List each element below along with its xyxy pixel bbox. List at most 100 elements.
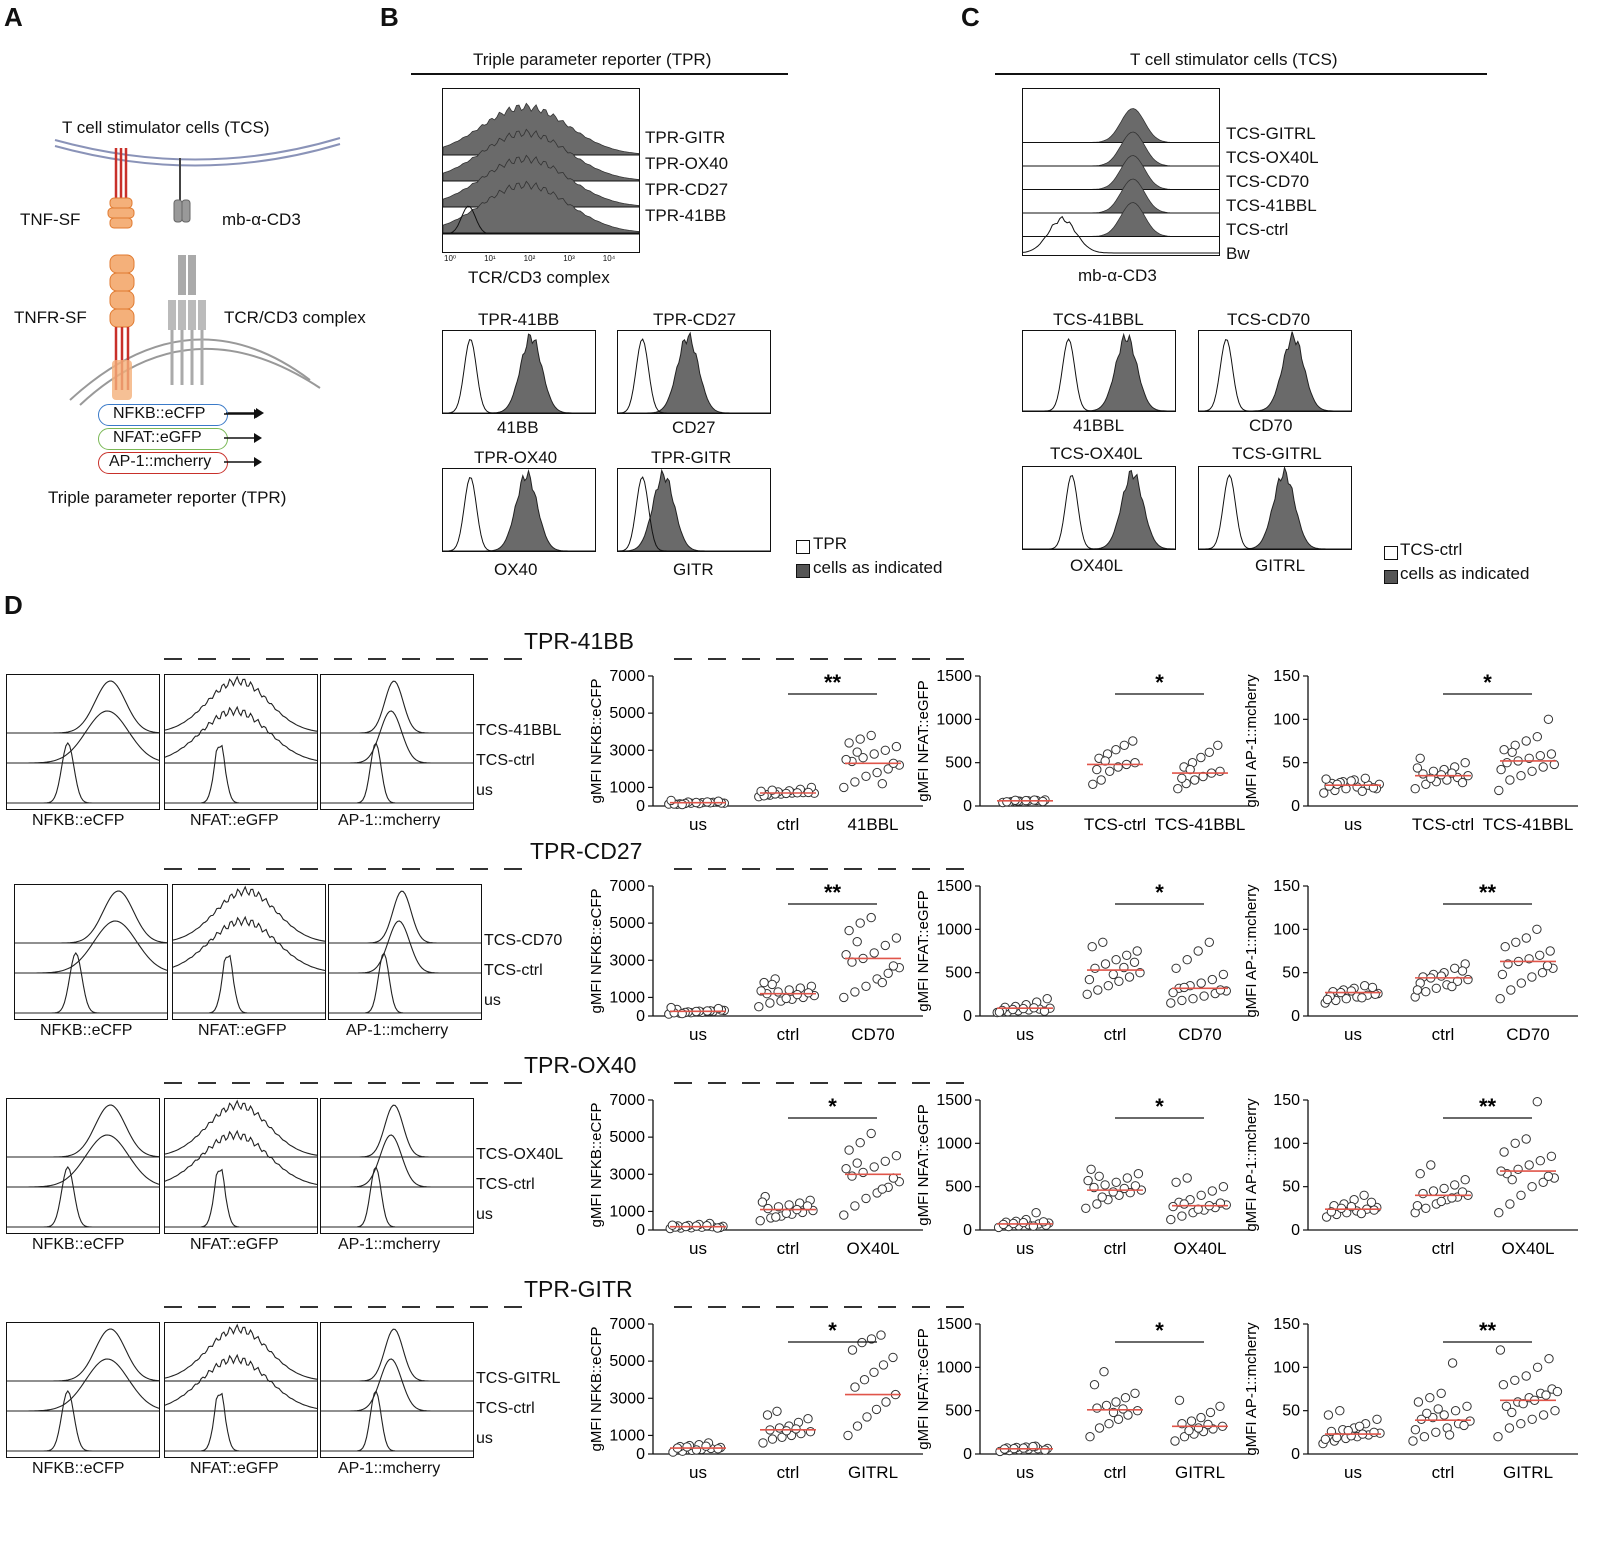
stack-c-filled-0 <box>1023 108 1219 143</box>
legend-c-item-0: TCS-ctrl <box>1400 540 1463 559</box>
data-point <box>701 1441 711 1451</box>
y-axis-label: gMFI AP-1::mcherry <box>1243 1098 1260 1232</box>
data-point <box>869 1162 879 1172</box>
data-point <box>1457 777 1468 788</box>
panel-c-stack-svg <box>1023 108 1219 254</box>
data-point <box>1436 971 1447 981</box>
data-point <box>1412 1201 1423 1211</box>
data-point <box>1179 1199 1189 1209</box>
data-point <box>877 977 887 988</box>
hist-c-3 <box>1198 466 1352 550</box>
data-point <box>1463 974 1473 985</box>
data-point <box>1532 924 1542 934</box>
y-tick-label-1: 500 <box>945 755 972 772</box>
panel-letter-a: A <box>4 2 23 32</box>
mb-cd3-label: mb-α-CD3 <box>222 210 301 229</box>
data-point <box>1532 1362 1543 1372</box>
trace-1 <box>7 710 159 764</box>
data-point <box>861 771 871 782</box>
significance-stars: * <box>1155 1094 1164 1119</box>
data-point <box>1177 995 1187 1006</box>
data-point <box>1087 942 1097 952</box>
data-point <box>1130 758 1140 768</box>
hist-c-1-svg <box>1199 331 1351 411</box>
data-point <box>891 741 902 752</box>
data-point <box>1412 985 1423 995</box>
data-point <box>852 1158 862 1168</box>
data-point <box>1552 1386 1563 1397</box>
data-point <box>847 1171 857 1181</box>
row-3-reporter-hist-svg-1 <box>165 1323 317 1452</box>
data-point <box>1542 961 1553 971</box>
y-tick-label-2: 1000 <box>936 1135 972 1152</box>
data-point <box>1524 1160 1534 1170</box>
data-point <box>1450 963 1460 974</box>
category-label-0: us <box>1344 815 1362 834</box>
y-tick-label-3: 150 <box>1273 1316 1300 1333</box>
data-point <box>1130 1388 1140 1399</box>
legend-b-open-swatch <box>796 540 810 554</box>
data-point <box>1410 1425 1421 1435</box>
y-tick-label-0: 0 <box>636 1008 645 1025</box>
test-histogram <box>1199 331 1351 411</box>
data-point <box>1493 1432 1503 1442</box>
row-3-dash-5 <box>334 1306 352 1308</box>
test-histogram <box>618 469 770 551</box>
category-label-2: OX40L <box>1502 1239 1555 1258</box>
test-histogram <box>618 331 770 413</box>
row-1-dash-17 <box>742 868 760 870</box>
row-0-dash-20 <box>844 658 862 660</box>
tick-1: 10¹ <box>484 254 496 263</box>
significance-stars: ** <box>824 670 842 695</box>
trace-2 <box>7 741 159 804</box>
data-point <box>847 1345 858 1355</box>
stack-b-filled-0 <box>443 102 639 156</box>
data-point <box>1500 942 1510 952</box>
data-point <box>1538 1410 1549 1420</box>
data-point <box>677 799 687 810</box>
data-point <box>1196 978 1206 988</box>
row-1-scatter-2: 0 50 100 150 gMFI AP-1::mcherry us ctrl CD70 ** <box>1238 866 1588 1058</box>
row-3-dash-23 <box>946 1306 964 1308</box>
row-0-dash-0 <box>164 658 182 660</box>
significance-stars: ** <box>1479 1318 1497 1343</box>
data-point <box>1431 1427 1441 1438</box>
nfkb-reporter-box: NFKB::eCFP <box>98 404 228 426</box>
data-point <box>1527 972 1537 982</box>
row-0-reporter-hist-1 <box>164 674 318 810</box>
data-point <box>1207 974 1217 985</box>
data-point <box>1168 987 1178 998</box>
data-point <box>1177 1211 1187 1221</box>
data-point <box>1205 1407 1216 1418</box>
data-point <box>773 987 783 997</box>
data-point <box>1450 1406 1461 1416</box>
row-1-dash-9 <box>470 868 488 870</box>
row-0-reporter-hist-svg-1 <box>165 675 317 804</box>
data-point <box>1501 1401 1512 1412</box>
row-2-dash-17 <box>742 1082 760 1084</box>
hist-c-2-svg <box>1023 469 1175 549</box>
data-point <box>1410 784 1420 794</box>
data-point <box>763 1203 773 1214</box>
data-point <box>1118 1404 1128 1414</box>
data-point <box>1546 1151 1557 1162</box>
hist-b-title-3: TPR-GITR <box>651 448 732 467</box>
data-point <box>762 1410 773 1420</box>
data-point <box>1114 976 1124 987</box>
panel-c-stack-label-3: TCS-41BBL <box>1226 196 1317 215</box>
data-point <box>755 1216 765 1226</box>
trace-1 <box>7 1134 159 1188</box>
row-1-dash-8 <box>436 868 454 870</box>
trace-0 <box>165 675 317 732</box>
y-tick-label-1: 50 <box>1282 965 1300 982</box>
row-1-dash-7 <box>402 868 420 870</box>
data-point <box>1097 1192 1107 1202</box>
data-point <box>1447 1358 1458 1368</box>
row-3-reporter-xlabel-2: AP-1::mcherry <box>338 1460 441 1477</box>
row-1-dash-18 <box>776 868 794 870</box>
category-label-1: ctrl <box>1432 1463 1455 1482</box>
data-point <box>1204 937 1214 948</box>
row-0-dash-19 <box>810 658 828 660</box>
data-point <box>1550 1406 1560 1416</box>
